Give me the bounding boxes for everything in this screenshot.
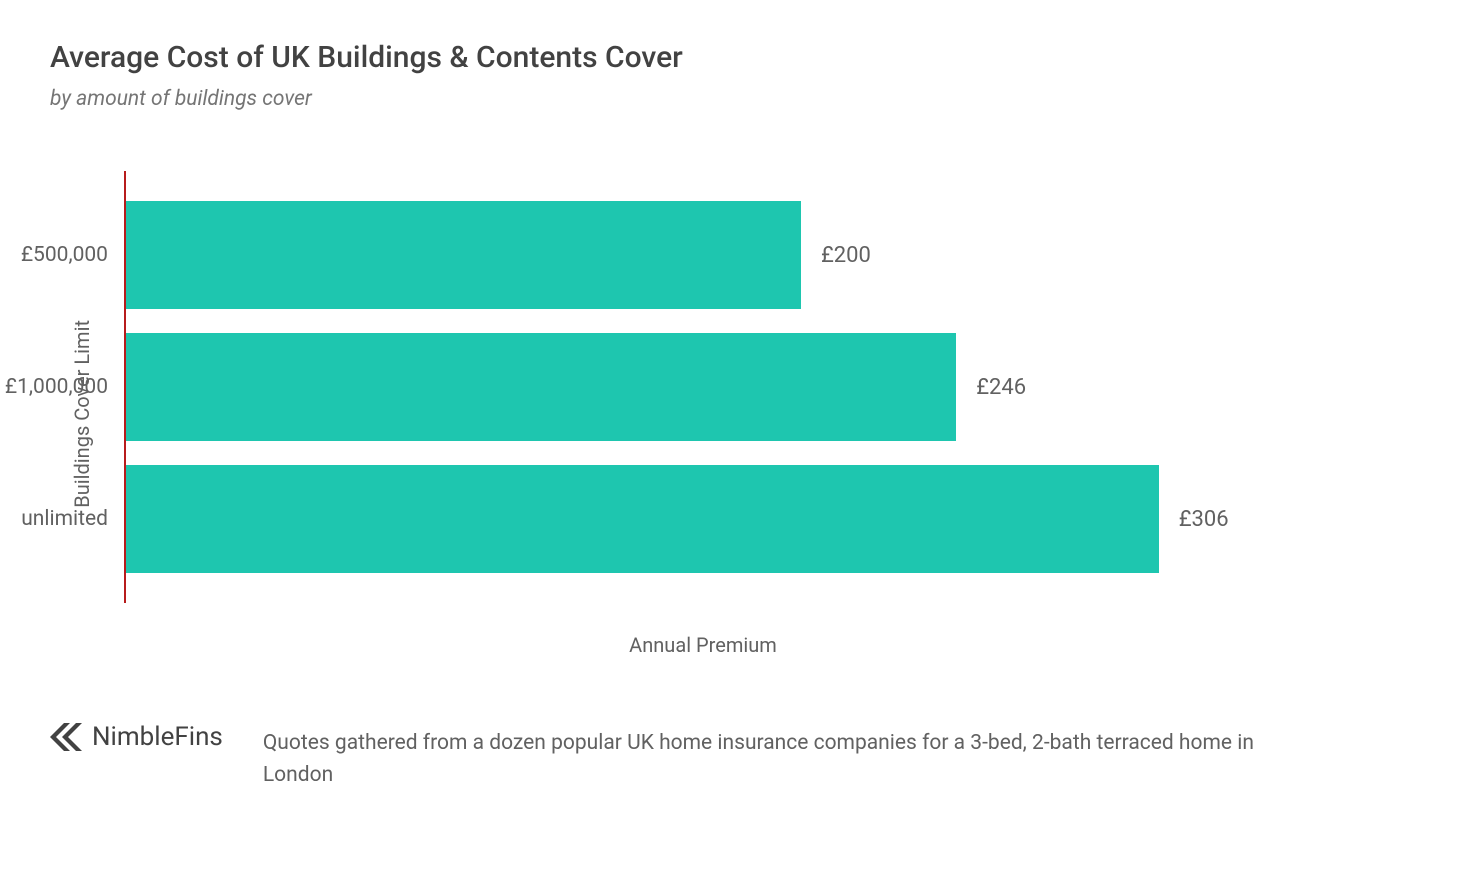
bar-row: £306 xyxy=(126,465,1229,573)
bar xyxy=(126,333,956,441)
chart-footer: NimbleFins Quotes gathered from a dozen … xyxy=(50,722,1422,791)
x-axis-label: Annual Premium xyxy=(124,633,1422,657)
bar xyxy=(126,465,1159,573)
y-axis-label: Buildings Cover Limit xyxy=(70,320,94,508)
chart-footnote: Quotes gathered from a dozen popular UK … xyxy=(263,722,1263,791)
bar-row: £200 xyxy=(126,201,871,309)
chart-plot: £500,000£200£1,000,000£246unlimited£306 xyxy=(124,171,1422,603)
bar xyxy=(126,201,801,309)
bar-row: £246 xyxy=(126,333,1026,441)
value-label: £200 xyxy=(821,243,871,268)
chart-subtitle: by amount of buildings cover xyxy=(50,87,1422,111)
brand-chevron-icon xyxy=(50,723,82,751)
brand-name: NimbleFins xyxy=(92,722,223,752)
category-label: £1,000,000 xyxy=(5,375,126,399)
value-label: £306 xyxy=(1179,507,1229,532)
value-label: £246 xyxy=(976,375,1026,400)
category-label: unlimited xyxy=(21,507,126,531)
chart-title: Average Cost of UK Buildings & Contents … xyxy=(50,40,1422,75)
brand-logo: NimbleFins xyxy=(50,722,223,752)
category-label: £500,000 xyxy=(21,243,126,267)
chart-area: Buildings Cover Limit £500,000£200£1,000… xyxy=(70,171,1422,657)
